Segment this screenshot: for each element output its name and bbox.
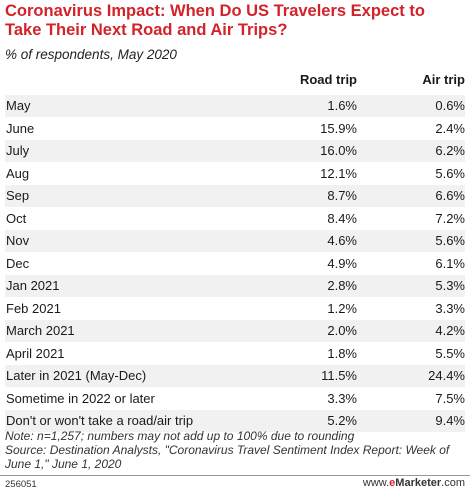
row-label: Nov (5, 229, 241, 252)
road-trip-value: 5.2% (241, 409, 357, 432)
road-trip-value: 12.1% (241, 161, 357, 185)
air-trip-value: 6.1% (357, 251, 465, 275)
road-trip-value: 4.6% (241, 229, 357, 252)
row-label: April 2021 (5, 341, 241, 365)
table-row: Later in 2021 (May-Dec) 11.5% 24.4% (5, 364, 465, 387)
table-row: May 1.6% 0.6% (5, 94, 465, 117)
row-label: Later in 2021 (May-Dec) (5, 364, 241, 387)
row-label: Feb 2021 (5, 296, 241, 320)
air-trip-value: 7.5% (357, 386, 465, 410)
air-trip-value: 24.4% (357, 364, 465, 387)
air-trip-value: 0.6% (357, 94, 465, 117)
row-label: Dec (5, 251, 241, 275)
table-row: Aug 12.1% 5.6% (5, 161, 465, 185)
column-header-label (5, 72, 241, 95)
road-trip-value: 16.0% (241, 139, 357, 162)
footer-divider (0, 475, 470, 476)
table-row: Oct 8.4% 7.2% (5, 206, 465, 230)
row-label: May (5, 94, 241, 117)
table-row: Jan 2021 2.8% 5.3% (5, 274, 465, 297)
row-label: June (5, 116, 241, 140)
air-trip-value: 4.2% (357, 319, 465, 342)
table-row: Sep 8.7% 6.6% (5, 184, 465, 207)
chart-subtitle: % of respondents, May 2020 (5, 47, 177, 62)
brand-suffix: .com (441, 477, 465, 489)
road-trip-value: 15.9% (241, 116, 357, 140)
road-trip-value: 3.3% (241, 386, 357, 410)
chart-id: 256051 (5, 479, 37, 490)
row-label: Sometime in 2022 or later (5, 386, 241, 410)
table-row: Dec 4.9% 6.1% (5, 251, 465, 275)
row-label: March 2021 (5, 319, 241, 342)
table-row: Sometime in 2022 or later 3.3% 7.5% (5, 386, 465, 410)
row-label: Don't or won't take a road/air trip (5, 409, 241, 432)
chart-title: Coronavirus Impact: When Do US Travelers… (5, 2, 425, 39)
road-trip-value: 8.7% (241, 184, 357, 207)
road-trip-value: 11.5% (241, 364, 357, 387)
road-trip-value: 2.0% (241, 319, 357, 342)
road-trip-value: 1.8% (241, 341, 357, 365)
table-row: Feb 2021 1.2% 3.3% (5, 296, 465, 320)
air-trip-value: 9.4% (357, 409, 465, 432)
air-trip-value: 7.2% (357, 206, 465, 230)
table-row: April 2021 1.8% 5.5% (5, 341, 465, 365)
brand-prefix: www. (362, 477, 390, 489)
row-label: Aug (5, 161, 241, 185)
air-trip-value: 5.3% (357, 274, 465, 297)
source-note: Note: n=1,257; numbers may not add up to… (5, 429, 450, 471)
road-trip-value: 1.6% (241, 94, 357, 117)
air-trip-value: 3.3% (357, 296, 465, 320)
air-trip-value: 5.6% (357, 161, 465, 185)
air-trip-value: 6.2% (357, 139, 465, 162)
brand-accent: e (389, 477, 396, 489)
table-row: Nov 4.6% 5.6% (5, 229, 465, 252)
road-trip-value: 1.2% (241, 296, 357, 320)
air-trip-value: 2.4% (357, 116, 465, 140)
table-row: July 16.0% 6.2% (5, 139, 465, 162)
table-row: March 2021 2.0% 4.2% (5, 319, 465, 342)
road-trip-value: 8.4% (241, 206, 357, 230)
row-label: Sep (5, 184, 241, 207)
row-label: Oct (5, 206, 241, 230)
column-header-air-trip: Air trip (422, 72, 465, 87)
road-trip-value: 4.9% (241, 251, 357, 275)
header-row: Road trip Air trip (5, 72, 465, 95)
row-label: July (5, 139, 241, 162)
table-row: June 15.9% 2.4% (5, 116, 465, 140)
air-trip-value: 5.5% (357, 341, 465, 365)
column-header-road-trip: Road trip (299, 72, 357, 87)
emarketer-logo[interactable]: www.eMarketer.com (363, 477, 465, 489)
table-row: Don't or won't take a road/air trip 5.2% 9… (5, 409, 465, 432)
data-table: Road trip Air trip May 1.6% 0.6% June 15.9% 2… (5, 72, 465, 432)
air-trip-value: 5.6% (357, 229, 465, 252)
brand-name: Marketer (395, 477, 442, 489)
road-trip-value: 2.8% (241, 274, 357, 297)
air-trip-value: 6.6% (357, 184, 465, 207)
row-label: Jan 2021 (5, 274, 241, 297)
